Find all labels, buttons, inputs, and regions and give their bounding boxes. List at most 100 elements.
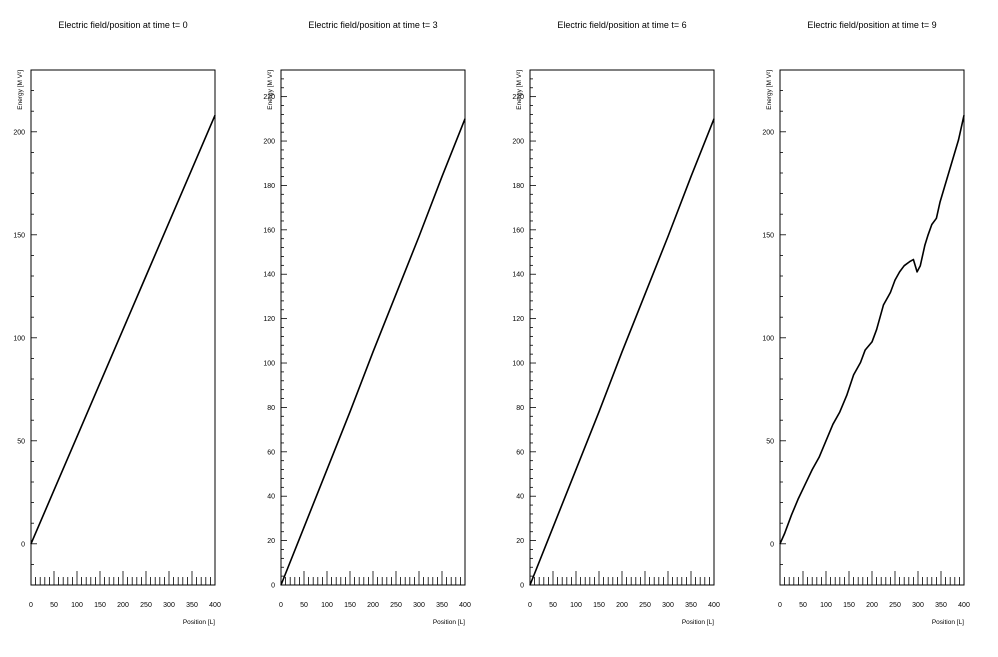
data-point (950, 164, 952, 166)
data-point (598, 411, 600, 413)
data-point (797, 497, 800, 500)
data-point (790, 514, 793, 516)
data-point (122, 328, 124, 331)
y-tick-label: 120 (512, 316, 524, 323)
data-point (552, 526, 554, 528)
data-point (529, 584, 531, 586)
y-tick-label: 140 (263, 272, 275, 279)
y-tick-label: 40 (267, 494, 275, 501)
y-tick-label: 80 (267, 405, 275, 412)
x-tick-label: 0 (279, 602, 283, 609)
data-point (846, 394, 848, 397)
data-point (963, 114, 965, 116)
y-tick-label: 0 (770, 541, 774, 548)
data-point (76, 436, 78, 438)
y-axis-title: Energy [M V²] (267, 70, 274, 110)
x-tick-label: 100 (71, 602, 83, 609)
x-tick-label: 400 (209, 602, 221, 609)
y-tick-label: 200 (762, 129, 774, 136)
data-point (575, 468, 577, 471)
data-point (53, 489, 55, 491)
chart-panel-1: Electric field/position at time t= 3 Ener… (263, 20, 471, 626)
y-tick-label: 220 (512, 94, 524, 101)
data-point (939, 201, 941, 203)
data-point (690, 175, 692, 178)
data-point (214, 114, 216, 116)
data-point (919, 265, 921, 267)
y-tick-label: 60 (516, 449, 524, 456)
data-point (935, 217, 938, 219)
data-point (957, 139, 960, 141)
x-tick-label: 50 (300, 602, 308, 609)
data-point (644, 293, 646, 295)
data-point (924, 244, 926, 246)
x-tick-label: 400 (958, 602, 970, 609)
data-point (326, 468, 328, 471)
y-tick-label: 20 (516, 538, 524, 545)
data-point (145, 275, 147, 277)
x-tick-label: 100 (321, 602, 333, 609)
chart-title: Electric field/position at time t= 0 (58, 20, 187, 30)
y-tick-label: 220 (263, 94, 275, 101)
data-point (818, 456, 820, 458)
y-tick-label: 200 (512, 139, 524, 146)
data-point (960, 127, 962, 129)
y-tick-label: 140 (512, 272, 524, 279)
data-point (784, 532, 786, 535)
data-point (859, 361, 862, 364)
y-tick-label: 180 (512, 183, 524, 190)
data-point (876, 328, 878, 331)
data-point (899, 271, 901, 273)
chart-panel-2: Electric field/position at time t= 6 Ener… (512, 20, 720, 626)
x-tick-label: 250 (140, 602, 152, 609)
data-point (912, 258, 915, 261)
data-point (779, 543, 781, 545)
data-point (464, 118, 466, 120)
x-tick-label: 300 (163, 602, 175, 609)
data-point (894, 279, 896, 281)
data-point (811, 469, 813, 471)
data-point (871, 341, 873, 343)
chart-title: Electric field/position at time t= 9 (807, 20, 936, 30)
plot-frame (280, 69, 466, 586)
data-point (168, 221, 170, 224)
x-tick-label: 150 (94, 602, 106, 609)
y-tick-label: 0 (520, 583, 524, 590)
x-tick-label: 300 (912, 602, 924, 609)
x-tick-label: 300 (662, 602, 674, 609)
data-point (825, 440, 827, 442)
x-tick-label: 100 (570, 602, 582, 609)
data-point (191, 168, 193, 170)
x-tick-label: 50 (799, 602, 807, 609)
data-point (927, 234, 929, 236)
data-point (864, 349, 866, 351)
x-tick-label: 50 (50, 602, 58, 609)
data-point (441, 175, 443, 178)
data-point (349, 411, 351, 413)
x-tick-label: 400 (459, 602, 471, 609)
x-axis-title: Position [L] (932, 619, 964, 626)
data-point (889, 291, 892, 294)
y-tick-label: 40 (516, 494, 524, 501)
x-tick-label: 400 (708, 602, 720, 609)
data-point (99, 382, 101, 384)
y-tick-label: 100 (762, 335, 774, 342)
data-point (909, 260, 911, 263)
data-point (621, 351, 623, 353)
chart-title: Electric field/position at time t= 6 (557, 20, 686, 30)
x-tick-label: 200 (117, 602, 129, 609)
x-tick-label: 200 (616, 602, 628, 609)
x-tick-label: 50 (549, 602, 557, 609)
x-axis-title: Position [L] (433, 619, 465, 626)
x-tick-label: 150 (843, 602, 855, 609)
plot-frame (30, 69, 216, 586)
y-tick-label: 50 (17, 438, 25, 445)
data-point (832, 423, 834, 425)
data-point (943, 188, 945, 191)
data-point (931, 223, 933, 226)
data-point (418, 235, 420, 238)
series-line (779, 115, 965, 545)
data-point (667, 235, 669, 238)
x-tick-label: 300 (413, 602, 425, 609)
y-axis-title: Energy [M V²] (766, 70, 773, 110)
